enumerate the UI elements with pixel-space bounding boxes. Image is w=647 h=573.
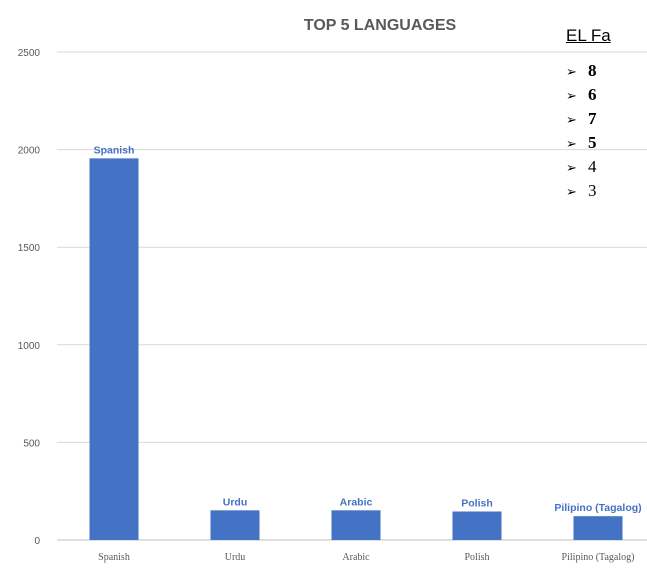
- y-tick-label: 2500: [18, 48, 41, 59]
- bars: [89, 158, 623, 540]
- data-label: Polish: [461, 498, 493, 510]
- y-tick-label: 1500: [18, 243, 41, 254]
- notes-list-item: ➢ 5: [566, 132, 647, 156]
- arrowhead-bullet-icon: ➢: [566, 89, 577, 104]
- notes-item-text: 7: [588, 109, 597, 128]
- notes-list-item: ➢ 3: [566, 180, 647, 204]
- bar: [89, 158, 139, 540]
- notes-panel: EL Fa ➢ 8 ➢ 6 ➢ 7 ➢ 5 ➢ 4 ➢ 3: [566, 26, 647, 204]
- y-axis-ticks: 0 500 1000 1500 2000 2500: [18, 48, 41, 547]
- notes-list-item: ➢ 4: [566, 156, 647, 180]
- bar: [210, 510, 260, 540]
- notes-item-text: 6: [588, 85, 597, 104]
- arrowhead-bullet-icon: ➢: [566, 65, 577, 80]
- data-label: Pilipino (Tagalog): [554, 502, 641, 514]
- x-tick-label: Arabic: [342, 552, 370, 563]
- y-tick-label: 500: [23, 438, 40, 449]
- notes-list-item: ➢ 6: [566, 84, 647, 108]
- arrowhead-bullet-icon: ➢: [566, 137, 577, 152]
- y-tick-label: 2000: [18, 146, 41, 157]
- arrowhead-bullet-icon: ➢: [566, 185, 577, 200]
- notes-title: EL Fa: [566, 26, 611, 45]
- x-axis-ticks: Spanish Urdu Arabic Polish Pilipino (Tagalog…: [98, 552, 634, 563]
- data-label: Spanish: [94, 144, 135, 156]
- y-tick-label: 1000: [18, 341, 41, 352]
- y-tick-label: 0: [34, 536, 40, 547]
- arrowhead-bullet-icon: ➢: [566, 161, 577, 176]
- x-tick-label: Polish: [464, 552, 489, 563]
- x-tick-label: Spanish: [98, 552, 130, 563]
- data-label: Urdu: [223, 496, 248, 508]
- chart-title: TOP 5 LANGUAGES: [304, 17, 457, 34]
- gridlines: [57, 51, 647, 541]
- bar: [331, 510, 381, 540]
- arrowhead-bullet-icon: ➢: [566, 113, 577, 128]
- data-label: Arabic: [340, 496, 373, 508]
- bar: [452, 511, 502, 540]
- notes-list: ➢ 8 ➢ 6 ➢ 7 ➢ 5 ➢ 4 ➢ 3: [566, 60, 647, 204]
- notes-item-text: 4: [588, 157, 597, 176]
- notes-list-item: ➢ 8: [566, 60, 647, 84]
- x-tick-label: Urdu: [225, 552, 246, 563]
- x-tick-label: Pilipino (Tagalog): [562, 552, 635, 563]
- notes-list-item: ➢ 7: [566, 108, 647, 132]
- notes-item-text: 3: [588, 181, 597, 200]
- notes-item-text: 8: [588, 61, 597, 80]
- bar: [573, 516, 623, 540]
- data-labels: Spanish Urdu Arabic Polish Pilipino (Tagalog…: [94, 144, 642, 514]
- notes-item-text: 5: [588, 133, 597, 152]
